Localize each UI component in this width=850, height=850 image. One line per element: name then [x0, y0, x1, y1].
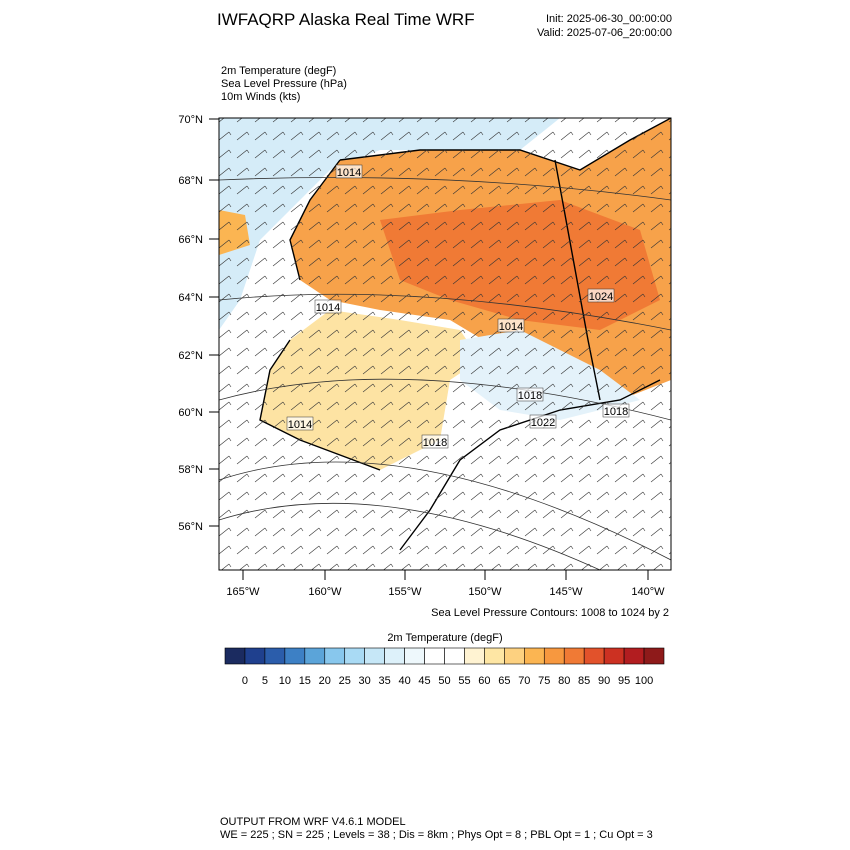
field-label: 10m Winds (kts) — [221, 91, 300, 103]
colorbar-label: 25 — [339, 675, 351, 687]
lat-label: 56°N — [178, 521, 203, 533]
field-label: 2m Temperature (degF) — [221, 65, 336, 77]
colorbar-title: 2m Temperature (degF) — [387, 632, 502, 644]
contour-label: 1018 — [604, 406, 628, 418]
colorbar-box — [543, 647, 565, 665]
contour-label: 1018 — [423, 437, 447, 449]
colorbar-label: 85 — [578, 675, 590, 687]
contour-label: 1014 — [337, 167, 361, 179]
colorbar-label: 40 — [398, 675, 410, 687]
colorbar-label: 65 — [498, 675, 510, 687]
valid-time: Valid: 2025-07-06_20:00:00 — [537, 27, 672, 39]
lat-label: 58°N — [178, 464, 203, 476]
lat-label: 68°N — [178, 175, 203, 187]
contour-label: 1014 — [499, 321, 523, 333]
field-label: Sea Level Pressure (hPa) — [221, 78, 347, 90]
init-time: Init: 2025-06-30_00:00:00 — [546, 13, 672, 25]
lat-label: 70°N — [178, 114, 203, 126]
footer-line: OUTPUT FROM WRF V4.6.1 MODEL — [220, 816, 406, 828]
colorbar-box — [603, 647, 625, 665]
colorbar: 0 5 10 15 20 25 30 35 40 45 50 55 60 65 70 75 80 85 90 95 10… — [224, 647, 665, 687]
lon-label: 160°W — [308, 586, 342, 598]
colorbar-label: 90 — [598, 675, 610, 687]
contour-label-box — [497, 318, 525, 333]
wind-barbs — [219, 118, 671, 570]
title: IWFAQRP Alaska Real Time WRF — [217, 10, 475, 29]
colorbar-label: 0 — [242, 675, 248, 687]
colorbar-box — [484, 647, 505, 665]
footer-line: WE = 225 ; SN = 225 ; Levels = 38 ; Dis … — [220, 829, 653, 841]
colorbar-box — [524, 647, 545, 665]
colorbar-box — [284, 647, 306, 665]
lat-label: 66°N — [178, 234, 203, 246]
map-area — [219, 118, 671, 570]
colorbar-label: 45 — [418, 675, 430, 687]
contour-label-box — [587, 288, 615, 303]
contour-label: 1022 — [531, 417, 555, 429]
colorbar-label: 35 — [379, 675, 391, 687]
colorbar-label: 30 — [359, 675, 371, 687]
colorbar-label: 70 — [518, 675, 530, 687]
colorbar-label: 100 — [635, 675, 653, 687]
colorbar-box — [364, 647, 385, 665]
colorbar-label: 5 — [262, 675, 268, 687]
colorbar-box — [623, 647, 645, 665]
lat-label: 60°N — [178, 407, 203, 419]
contour-label-box — [286, 416, 314, 431]
contour-label: 1014 — [288, 419, 312, 431]
colorbar-box — [304, 647, 326, 665]
contour-label-box — [314, 299, 342, 314]
contour-label-box — [602, 403, 630, 418]
colorbar-label: 55 — [458, 675, 470, 687]
lon-label: 145°W — [549, 586, 583, 598]
colorbar-box — [264, 647, 286, 665]
lon-label: 150°W — [468, 586, 502, 598]
contour-label: 1018 — [518, 390, 542, 402]
colorbar-label: 10 — [279, 675, 291, 687]
colorbar-label: 80 — [558, 675, 570, 687]
lat-label: 64°N — [178, 292, 203, 304]
colorbar-box — [424, 647, 445, 665]
colorbar-box — [344, 647, 365, 665]
colorbar-box — [563, 647, 585, 665]
contour-label-box — [421, 434, 449, 449]
lon-label: 140°W — [631, 586, 665, 598]
colorbar-box — [583, 647, 605, 665]
contour-label-box — [516, 387, 544, 402]
colorbar-box — [224, 647, 246, 665]
colorbar-label: 60 — [478, 675, 490, 687]
colorbar-box — [504, 647, 525, 665]
colorbar-box — [464, 647, 485, 665]
colorbar-label: 15 — [299, 675, 311, 687]
contour-note: Sea Level Pressure Contours: 1008 to 102… — [431, 607, 669, 619]
colorbar-box — [324, 647, 346, 665]
map-frame — [218, 117, 672, 571]
contour-label-box — [529, 414, 557, 429]
colorbar-label: 50 — [438, 675, 450, 687]
lon-label: 155°W — [388, 586, 422, 598]
contour-label: 1024 — [589, 291, 613, 303]
colorbar-box — [244, 647, 266, 665]
lon-label: 165°W — [226, 586, 260, 598]
colorbar-label: 95 — [618, 675, 630, 687]
colorbar-box — [643, 647, 665, 665]
colorbar-box — [384, 647, 405, 665]
map-labels: 70°N 68°N 66°N 64°N 62°N 60°N 58°N 56°N 165°W 160… — [178, 114, 665, 598]
colorbar-box — [444, 647, 465, 665]
contour-label: 1014 — [316, 302, 340, 314]
lat-label: 62°N — [178, 350, 203, 362]
colorbar-box — [404, 647, 425, 665]
colorbar-label: 20 — [319, 675, 331, 687]
colorbar-label: 75 — [538, 675, 550, 687]
contour-label-box — [335, 164, 363, 179]
